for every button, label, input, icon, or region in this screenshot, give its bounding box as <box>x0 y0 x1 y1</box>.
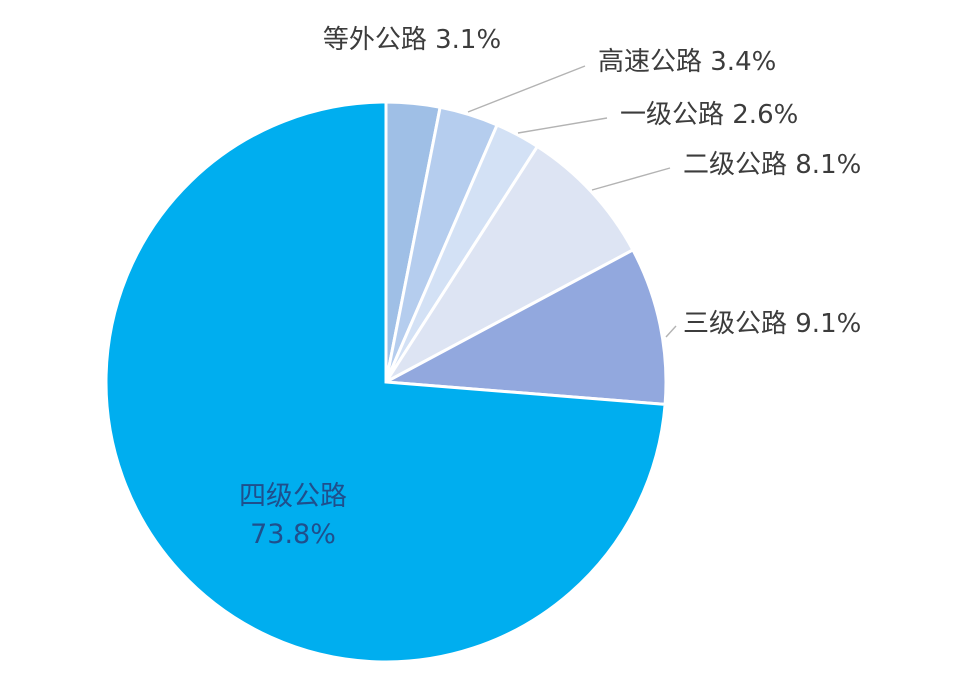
leader-lines <box>467 65 677 338</box>
pie-slice-4 <box>381 144 635 387</box>
pie-slice-6 <box>104 100 667 664</box>
slice-label-4: 二级公路 8.1% <box>683 150 861 180</box>
slice-label-1: 等外公路 3.1% <box>323 25 501 55</box>
slice-label-3: 一级公路 2.6% <box>620 100 798 130</box>
leader-line-5 <box>665 325 677 338</box>
slice-labels: 等外公路 3.1% 高速公路 3.4% 一级公路 2.6% 二级公路 8.1% 三级公路… <box>239 25 861 550</box>
pie-slice-5 <box>380 247 668 406</box>
slice-label-2: 高速公路 3.4% <box>598 47 776 77</box>
leader-line-3 <box>517 117 608 134</box>
slice-label-6: 四级公路 73.8% <box>239 481 347 550</box>
slice-label-5: 三级公路 9.1% <box>683 309 861 339</box>
leader-line-4 <box>591 167 671 191</box>
leader-line-2 <box>467 65 586 113</box>
pie-slices <box>104 100 668 664</box>
